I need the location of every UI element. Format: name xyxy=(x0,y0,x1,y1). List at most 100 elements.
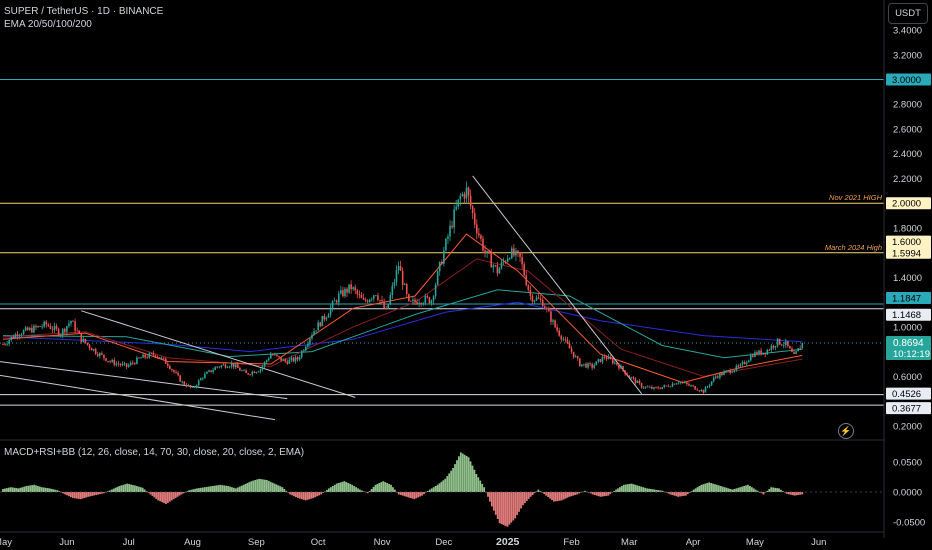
candle-body xyxy=(616,362,618,365)
macd-bar xyxy=(176,492,179,497)
candle-body xyxy=(770,345,773,350)
macd-bar xyxy=(182,492,185,494)
macd-bar xyxy=(153,492,156,498)
candle-body xyxy=(249,374,251,376)
lightning-icon[interactable]: ⚡ xyxy=(838,423,854,439)
candle-body xyxy=(385,308,387,309)
candle-body xyxy=(576,356,579,359)
macd-bar xyxy=(192,489,195,492)
macd-bar xyxy=(97,492,99,495)
macd-bar xyxy=(99,492,101,495)
candle-body xyxy=(539,298,542,300)
macd-bar xyxy=(444,478,447,492)
candle-body xyxy=(599,359,602,363)
candle-body xyxy=(315,330,317,332)
macd-bar xyxy=(384,482,387,492)
macd-bar xyxy=(341,481,344,492)
macd-bar xyxy=(673,492,676,496)
candle-body xyxy=(317,322,319,331)
time-tick-label: Feb xyxy=(563,537,579,548)
macd-bar xyxy=(789,492,792,495)
macd-bar xyxy=(553,492,555,502)
macd-bar xyxy=(430,488,433,492)
macd-bar xyxy=(110,489,113,492)
macd-bar xyxy=(749,486,751,492)
macd-bar xyxy=(772,487,775,492)
candle-body xyxy=(502,261,505,263)
macd-bar xyxy=(783,492,786,493)
candle-body xyxy=(745,362,748,365)
macd-bar xyxy=(37,486,39,492)
macd-bar xyxy=(624,484,627,492)
macd-bar xyxy=(547,492,550,498)
candle-body xyxy=(473,213,476,225)
macd-bar xyxy=(405,492,408,497)
candle-body xyxy=(239,367,241,371)
macd-bar xyxy=(118,486,121,492)
candle-body xyxy=(68,323,70,327)
macd-bar xyxy=(770,487,773,492)
candle-body xyxy=(208,370,210,372)
time-tick-label: Apr xyxy=(686,537,701,548)
candle-body xyxy=(603,356,606,358)
macd-bar xyxy=(232,487,235,492)
macd-bar xyxy=(498,492,501,524)
candle-body xyxy=(45,321,48,325)
macd-bar xyxy=(683,492,685,496)
macd-bar xyxy=(258,478,260,492)
macd-bar xyxy=(380,482,383,492)
macd-bar xyxy=(178,492,181,496)
symbol-title[interactable]: SUPER / TetherUS · 1D · BINANCE xyxy=(4,6,164,17)
macd-bar xyxy=(776,488,778,492)
candle-body xyxy=(581,364,583,367)
candle-body xyxy=(646,386,649,388)
candle-body xyxy=(529,290,532,296)
macd-bar xyxy=(712,483,714,492)
macd-bar xyxy=(283,489,286,492)
macd-bar xyxy=(29,485,32,492)
candle-body xyxy=(579,358,581,367)
candle-body xyxy=(486,250,488,254)
candle-body xyxy=(270,354,272,359)
candle-body xyxy=(164,358,167,364)
candle-body xyxy=(611,358,614,364)
candle-body xyxy=(523,264,525,276)
candle-body xyxy=(274,354,276,356)
macd-bar xyxy=(595,492,598,496)
candle-body xyxy=(226,367,229,369)
macd-bar xyxy=(137,486,140,492)
candle-body xyxy=(109,361,111,362)
candle-body xyxy=(543,306,546,309)
candle-body xyxy=(640,383,643,388)
horizontal-levels: Nov 2021 HIGH March 2024 High xyxy=(0,79,884,406)
trendline xyxy=(0,374,275,421)
macd-legend[interactable]: MACD+RSI+BB (12, 26, close, 14, 70, 30, … xyxy=(4,447,305,458)
macd-bar xyxy=(652,489,654,492)
candle-body xyxy=(455,206,457,210)
candle-body xyxy=(634,378,637,383)
candle-body xyxy=(782,345,785,346)
price-tag xyxy=(886,246,931,259)
candle-body xyxy=(123,363,126,365)
candle-body xyxy=(222,364,225,366)
candle-body xyxy=(127,364,130,367)
macd-bar xyxy=(139,487,142,492)
candle-body xyxy=(78,330,81,334)
candle-body xyxy=(136,357,138,364)
currency-button[interactable]: USDT xyxy=(888,3,928,24)
candle-body xyxy=(461,193,464,196)
macd-bar xyxy=(613,491,615,492)
macd-bar xyxy=(310,492,313,499)
macd-bar xyxy=(56,490,59,492)
candle-body xyxy=(768,349,771,351)
candle-body xyxy=(142,354,144,358)
trendline xyxy=(81,310,356,398)
macd-bar xyxy=(316,492,319,497)
candle-body xyxy=(197,380,200,386)
candle-body xyxy=(766,349,769,355)
indicator-legend[interactable]: EMA 20/50/100/200 xyxy=(4,19,92,30)
candle-body xyxy=(389,295,392,305)
macd-bar xyxy=(799,492,802,495)
candle-body xyxy=(88,344,91,349)
